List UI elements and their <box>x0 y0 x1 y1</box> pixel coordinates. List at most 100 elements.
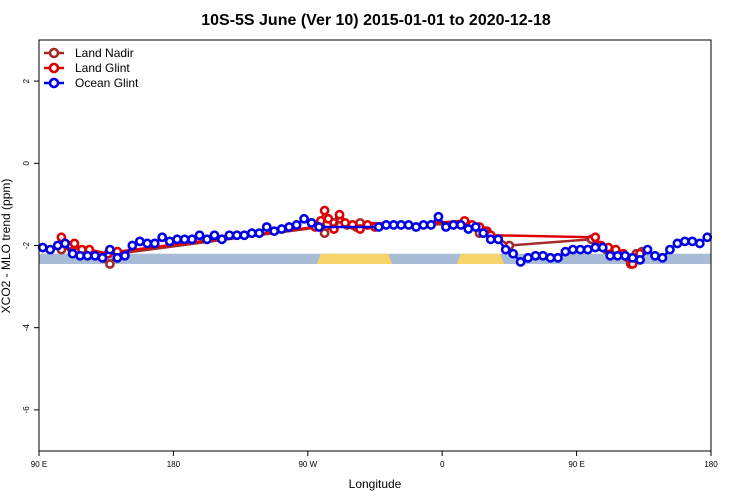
data-point <box>620 250 631 261</box>
legend-label: Land Nadir <box>75 46 134 60</box>
data-point <box>231 230 242 241</box>
data-point <box>441 222 451 232</box>
data-point <box>97 252 108 263</box>
x-tick-label: 90 E <box>31 460 47 469</box>
data-point <box>493 234 504 245</box>
data-point <box>560 246 571 257</box>
data-point <box>597 242 608 253</box>
data-point <box>119 250 130 261</box>
data-point <box>187 234 197 245</box>
data-point <box>694 238 705 249</box>
data-point <box>687 236 698 247</box>
x-tick-label: 180 <box>167 460 181 469</box>
data-point <box>209 230 220 241</box>
data-point <box>112 252 123 263</box>
data-point <box>217 234 227 245</box>
data-point <box>403 220 414 230</box>
data-point <box>202 234 212 245</box>
data-point <box>334 209 345 220</box>
data-point <box>538 250 548 261</box>
data-point <box>381 220 392 230</box>
data-point <box>642 244 653 255</box>
data-point <box>515 257 526 267</box>
data-point <box>45 244 56 255</box>
surface-band <box>39 253 711 264</box>
data-point <box>470 222 481 232</box>
chart-title: 10S-5S June (Ver 10) 2015-01-01 to 2020-… <box>201 12 551 29</box>
data-point <box>306 217 317 228</box>
data-point <box>500 244 511 255</box>
data-point <box>142 238 153 249</box>
data-point <box>172 234 183 245</box>
data-point <box>314 222 324 232</box>
x-tick-label: 180 <box>704 460 718 469</box>
data-point <box>702 232 713 243</box>
data-point <box>426 220 436 230</box>
y-tick-label: -6 <box>22 406 31 414</box>
data-point <box>530 250 541 261</box>
data-point <box>261 222 272 232</box>
data-point <box>388 220 399 230</box>
series-layer <box>37 205 713 269</box>
data-point <box>635 254 645 265</box>
data-point <box>553 252 563 263</box>
data-point <box>508 248 519 259</box>
data-point <box>82 250 93 261</box>
data-point <box>340 217 351 228</box>
data-point <box>246 228 257 239</box>
data-point <box>448 220 459 230</box>
data-point <box>411 222 421 232</box>
data-point <box>319 205 330 216</box>
data-point <box>105 259 115 269</box>
data-point <box>582 244 593 255</box>
data-point <box>157 232 168 243</box>
data-point <box>627 252 638 263</box>
data-point <box>567 244 578 255</box>
data-point <box>179 234 190 245</box>
data-point <box>269 226 280 237</box>
y-tick-label: -2 <box>22 241 31 249</box>
data-point <box>373 222 384 232</box>
legend-swatch-marker <box>48 62 60 74</box>
data-point <box>396 220 407 230</box>
x-tick-label: 90 W <box>298 460 317 469</box>
legend-swatch-marker <box>48 47 60 59</box>
land-band-1 <box>456 253 505 264</box>
data-point <box>60 238 71 249</box>
legend-label: Land Glint <box>75 61 130 75</box>
x-tick-label: 0 <box>440 460 445 469</box>
data-point <box>37 242 48 253</box>
data-point <box>52 240 63 251</box>
legend-item: Land Glint <box>44 61 130 75</box>
data-point <box>299 213 309 224</box>
data-point <box>679 236 690 247</box>
x-tick-label: 90 E <box>568 460 584 469</box>
x-axis-label: Longitude <box>349 477 402 491</box>
data-point <box>105 244 115 255</box>
data-point <box>75 250 85 261</box>
legend-item: Land Nadir <box>44 46 134 60</box>
data-point <box>291 220 302 230</box>
data-point <box>590 232 601 243</box>
data-point <box>605 250 616 261</box>
data-point <box>418 220 429 230</box>
data-point <box>545 252 556 263</box>
data-point <box>69 238 80 249</box>
data-point <box>485 234 496 245</box>
data-point <box>134 236 145 247</box>
data-point <box>612 250 623 261</box>
y-tick-label: 2 <box>22 78 31 83</box>
data-point <box>478 228 489 239</box>
y-axis-label: XCO2 - MLO trend (ppm) <box>0 179 13 314</box>
data-point <box>575 244 586 255</box>
data-point <box>672 238 683 249</box>
series-ocean-glint <box>37 211 713 267</box>
y-tick-label: 0 <box>22 161 31 166</box>
data-point <box>276 224 287 234</box>
data-point <box>164 236 175 247</box>
legend-item: Ocean Glint <box>44 76 139 90</box>
data-point <box>590 242 601 253</box>
data-point <box>455 220 466 230</box>
